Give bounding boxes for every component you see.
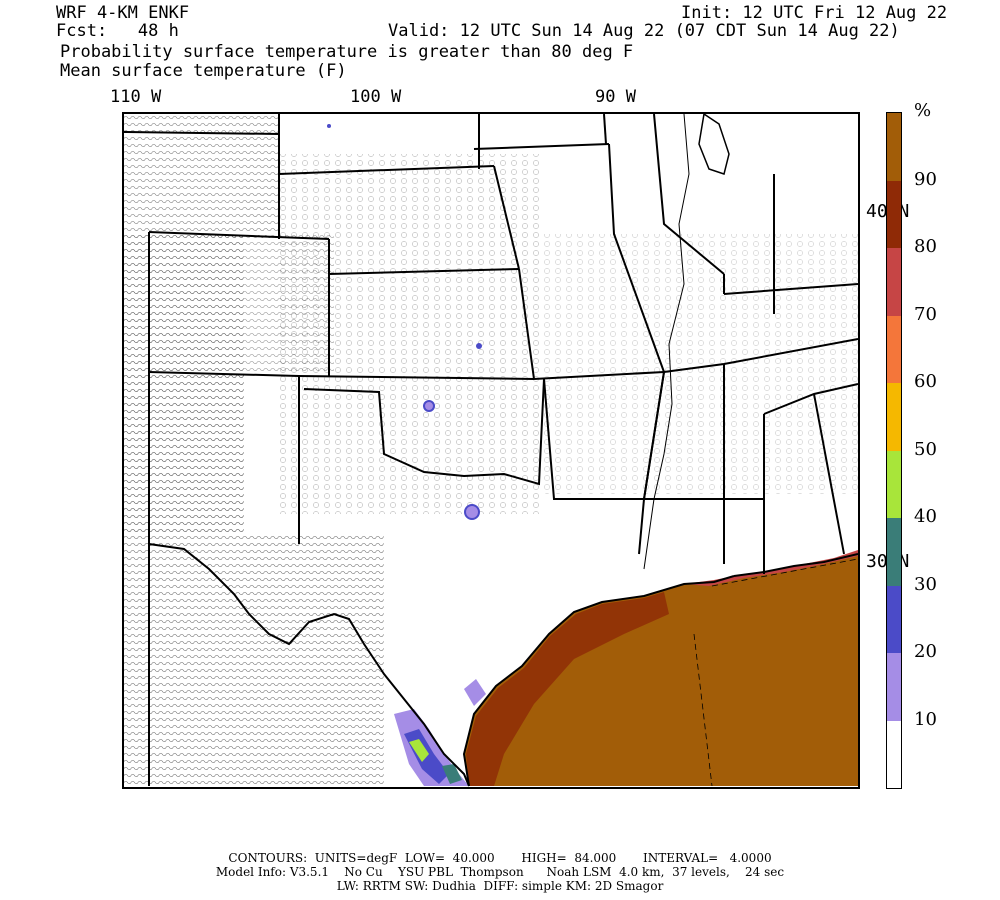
lat-label-40n: 40 N <box>866 201 910 222</box>
lon-label-100w: 100 W <box>350 87 402 107</box>
colorbar-level-label: 90 <box>914 168 937 190</box>
colorbar-segment <box>887 248 901 316</box>
model-info: Model Info: V3.5.1 No Cu YSU PBL Thompso… <box>215 865 785 879</box>
probability-spot-texas <box>464 504 480 520</box>
colorbar-level-label: 50 <box>914 438 937 460</box>
colorbar-level-label: 30 <box>914 573 937 595</box>
gulf-probability-area <box>464 554 858 786</box>
gulf-coast-high-band <box>466 592 669 786</box>
init-time: Init: 12 UTC Fri 12 Aug 22 <box>681 3 948 23</box>
colorbar-segment <box>887 450 901 518</box>
lat-label-30n: 30 N <box>866 551 910 572</box>
plains-contours <box>279 154 539 514</box>
model-title: WRF 4-KM ENKF <box>56 3 190 23</box>
terrain-contours-mexico <box>124 534 384 787</box>
colorbar-level-label: 80 <box>914 236 937 257</box>
colorbar-segment <box>887 720 901 788</box>
contour-description: Mean surface temperature (F) <box>60 61 347 81</box>
offshore-boundary <box>693 558 858 787</box>
south-texas-high-probability <box>409 739 429 762</box>
colorbar-level-label: 70 <box>914 303 937 325</box>
coast-purple-fringe <box>464 679 486 706</box>
colorbar-level-label: 20 <box>914 641 937 662</box>
probability-spot-kansas <box>476 343 482 349</box>
lake-michigan <box>698 114 730 175</box>
contour-info: CONTOURS: UNITS=degF LOW= 40.000 HIGH= 8… <box>228 851 772 865</box>
colorbar-unit: % <box>914 100 932 121</box>
probability-colorbar <box>886 112 902 789</box>
map-canvas <box>124 114 858 787</box>
colorbar-segment <box>887 315 901 383</box>
valid-time: Valid: 12 UTC Sun 14 Aug 22 (07 CDT Sun … <box>388 21 900 41</box>
coastline-and-border <box>148 543 858 787</box>
field-description: Probability surface temperature is great… <box>60 42 634 62</box>
lon-label-110w: 110 W <box>110 87 162 107</box>
probability-spot-oklahoma <box>423 400 435 412</box>
colorbar-segment <box>887 383 901 451</box>
colorbar-level-label: 60 <box>914 371 937 392</box>
colorbar-segment <box>887 518 901 586</box>
east-contours <box>539 234 858 494</box>
colorbar-segment <box>887 113 901 181</box>
colorbar-level-label: 40 <box>914 506 937 527</box>
forecast-hour: Fcst: 48 h <box>56 21 179 41</box>
colorbar-segment <box>887 585 901 653</box>
state-borders <box>124 114 858 786</box>
colorbar-segment <box>887 180 901 248</box>
colorbar-segment <box>887 653 901 721</box>
physics-info: LW: RRTM SW: Dudhia DIFF: simple KM: 2D … <box>336 879 664 893</box>
lon-label-90w: 90 W <box>595 87 636 107</box>
map-panel <box>122 112 860 789</box>
south-texas-yellow-probability <box>442 764 462 784</box>
colorbar-level-label: 10 <box>914 708 937 730</box>
mississippi-river <box>643 114 690 570</box>
probability-spot-north <box>327 124 331 128</box>
terrain-contours-rockies <box>124 234 244 534</box>
